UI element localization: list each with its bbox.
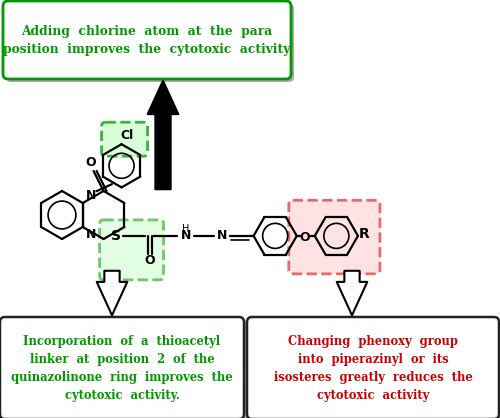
Text: Cl: Cl bbox=[120, 129, 133, 142]
Text: O: O bbox=[300, 232, 310, 245]
FancyBboxPatch shape bbox=[247, 317, 499, 418]
Text: R: R bbox=[358, 227, 370, 241]
Text: O: O bbox=[144, 255, 155, 268]
Text: N: N bbox=[86, 189, 96, 201]
Text: N: N bbox=[86, 228, 96, 241]
Text: S: S bbox=[110, 229, 120, 243]
Text: Changing  phenoxy  group
into  piperazinyl  or  its
isosteres  greatly  reduces : Changing phenoxy group into piperazinyl … bbox=[274, 334, 472, 402]
Text: H: H bbox=[182, 224, 190, 234]
FancyArrowPatch shape bbox=[148, 81, 178, 189]
Text: O: O bbox=[86, 156, 96, 170]
FancyBboxPatch shape bbox=[102, 122, 148, 156]
FancyArrowPatch shape bbox=[96, 271, 128, 315]
Text: N: N bbox=[216, 229, 227, 242]
FancyBboxPatch shape bbox=[289, 200, 380, 274]
FancyBboxPatch shape bbox=[3, 1, 291, 79]
FancyArrowPatch shape bbox=[336, 271, 368, 315]
FancyBboxPatch shape bbox=[0, 317, 244, 418]
Text: Incorporation  of  a  thioacetyl
linker  at  position  2  of  the
quinazolinone : Incorporation of a thioacetyl linker at … bbox=[11, 334, 233, 402]
FancyBboxPatch shape bbox=[3, 320, 247, 418]
Text: Adding  chlorine  atom  at  the  para
position  improves  the  cytotoxic  activi: Adding chlorine atom at the para positio… bbox=[4, 25, 290, 56]
FancyBboxPatch shape bbox=[6, 4, 294, 82]
FancyBboxPatch shape bbox=[250, 320, 500, 418]
Text: N: N bbox=[180, 229, 191, 242]
FancyBboxPatch shape bbox=[100, 220, 164, 280]
